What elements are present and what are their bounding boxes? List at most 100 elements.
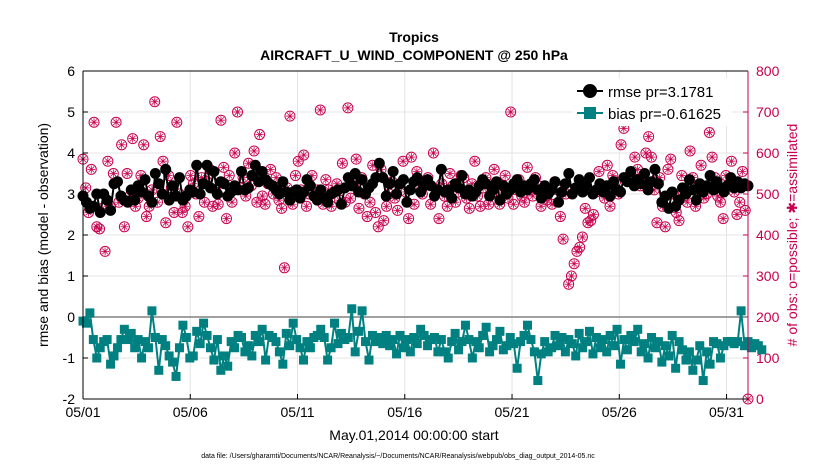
obs-count-point [232,106,244,118]
bias-point [392,349,402,359]
rmse-point [94,206,106,218]
obs-possible-marker [505,106,517,118]
bias-point [619,335,629,345]
rmse-point [401,196,413,208]
rmse-point [373,157,385,169]
obs-assimilated-marker [411,201,418,208]
obs-count-point [350,153,362,165]
bias-point [319,333,329,342]
bias-point [447,337,457,347]
rmse-point [683,174,695,186]
rmse-point [615,186,627,198]
obs-count-point [554,211,566,223]
obs-count-point [218,161,230,173]
obs-assimilated-marker [582,205,589,212]
obs-count-point [574,241,586,253]
bias-point [485,347,495,357]
obs-possible-marker [695,159,707,171]
rmse-point [411,172,423,184]
bias-point [285,341,295,351]
obs-count-point [615,139,627,151]
bias-point [95,343,105,353]
y2-tick-label: 400 [756,227,780,243]
obs-assimilated-marker [143,213,150,220]
obs-count-point [665,153,677,165]
legend-rmse-label: rmse pr=3.1781 [608,84,713,101]
obs-possible-marker [662,163,674,175]
obs-assimilated-marker [380,217,387,224]
obs-count-point [121,168,133,179]
obs-possible-marker [229,147,241,159]
obs-assimilated-marker [524,164,531,171]
bias-point [509,339,519,349]
obs-possible-marker [256,190,268,202]
x-tick-label: 05/01 [65,404,100,420]
obs-assimilated-marker [347,194,354,202]
obs-assimilated-marker [720,215,727,222]
obs-possible-marker [739,204,751,216]
bias-point [419,330,429,340]
obs-assimilated-marker [159,158,167,165]
bias-point [347,304,357,314]
obs-assimilated-marker [435,215,443,222]
obs-possible-marker [736,165,748,177]
obs-possible-marker [218,161,230,173]
rmse-point [666,186,678,198]
bias-point [157,335,167,345]
obs-possible-marker [85,163,97,175]
bias-point [188,351,198,361]
obs-count-point [140,211,152,223]
obs-possible-marker [521,161,533,173]
bias-point [385,341,395,351]
bias-point [123,335,133,345]
bias-point [733,337,743,347]
bias-point [684,347,694,357]
rmse-point [446,192,458,204]
obs-count-point [102,155,114,167]
bias-point [168,357,178,367]
obs-count-point [601,159,613,171]
obs-possible-marker [601,159,613,171]
obs-possible-marker [160,217,172,229]
obs-possible-marker [278,262,290,274]
obs-assimilated-marker [587,217,594,224]
obs-count-point [254,129,266,141]
legend-bias-marker [584,107,596,119]
obs-assimilated-marker [446,170,454,177]
obs-count-point [739,204,751,216]
obs-possible-marker [118,221,130,233]
obs-assimilated-marker [195,213,203,220]
obs-count-point [643,131,655,143]
bias-point [440,347,450,357]
bias-point [522,320,532,330]
obs-possible-marker [88,116,100,128]
bias-point [519,330,529,340]
obs-possible-marker [593,165,605,177]
obs-assimilated-marker [664,166,672,173]
obs-assimilated-marker [101,248,109,255]
obs-assimilated-marker [295,158,302,165]
bias-point [588,349,598,359]
obs-count-point [229,147,241,159]
obs-assimilated-marker [328,203,335,210]
bias-point [423,341,433,351]
obs-assimilated-marker [427,201,434,208]
obs-assimilated-marker [223,215,230,222]
bias-point [429,333,439,342]
obs-count-point [118,221,130,233]
legend-rmse-marker [583,84,597,98]
obs-possible-marker [232,106,244,118]
obs-possible-marker [284,110,296,122]
obs-count-point [215,114,227,126]
bias-point [457,337,467,347]
bias-point [333,339,343,349]
obs-assimilated-marker [292,172,299,179]
bias-point [433,347,443,357]
bias-point [581,337,591,347]
obs-count-point [714,196,726,208]
obs-count-point [259,198,271,210]
obs-assimilated-marker [184,223,191,230]
obs-count-point [403,213,415,225]
obs-assimilated-marker [697,162,705,169]
